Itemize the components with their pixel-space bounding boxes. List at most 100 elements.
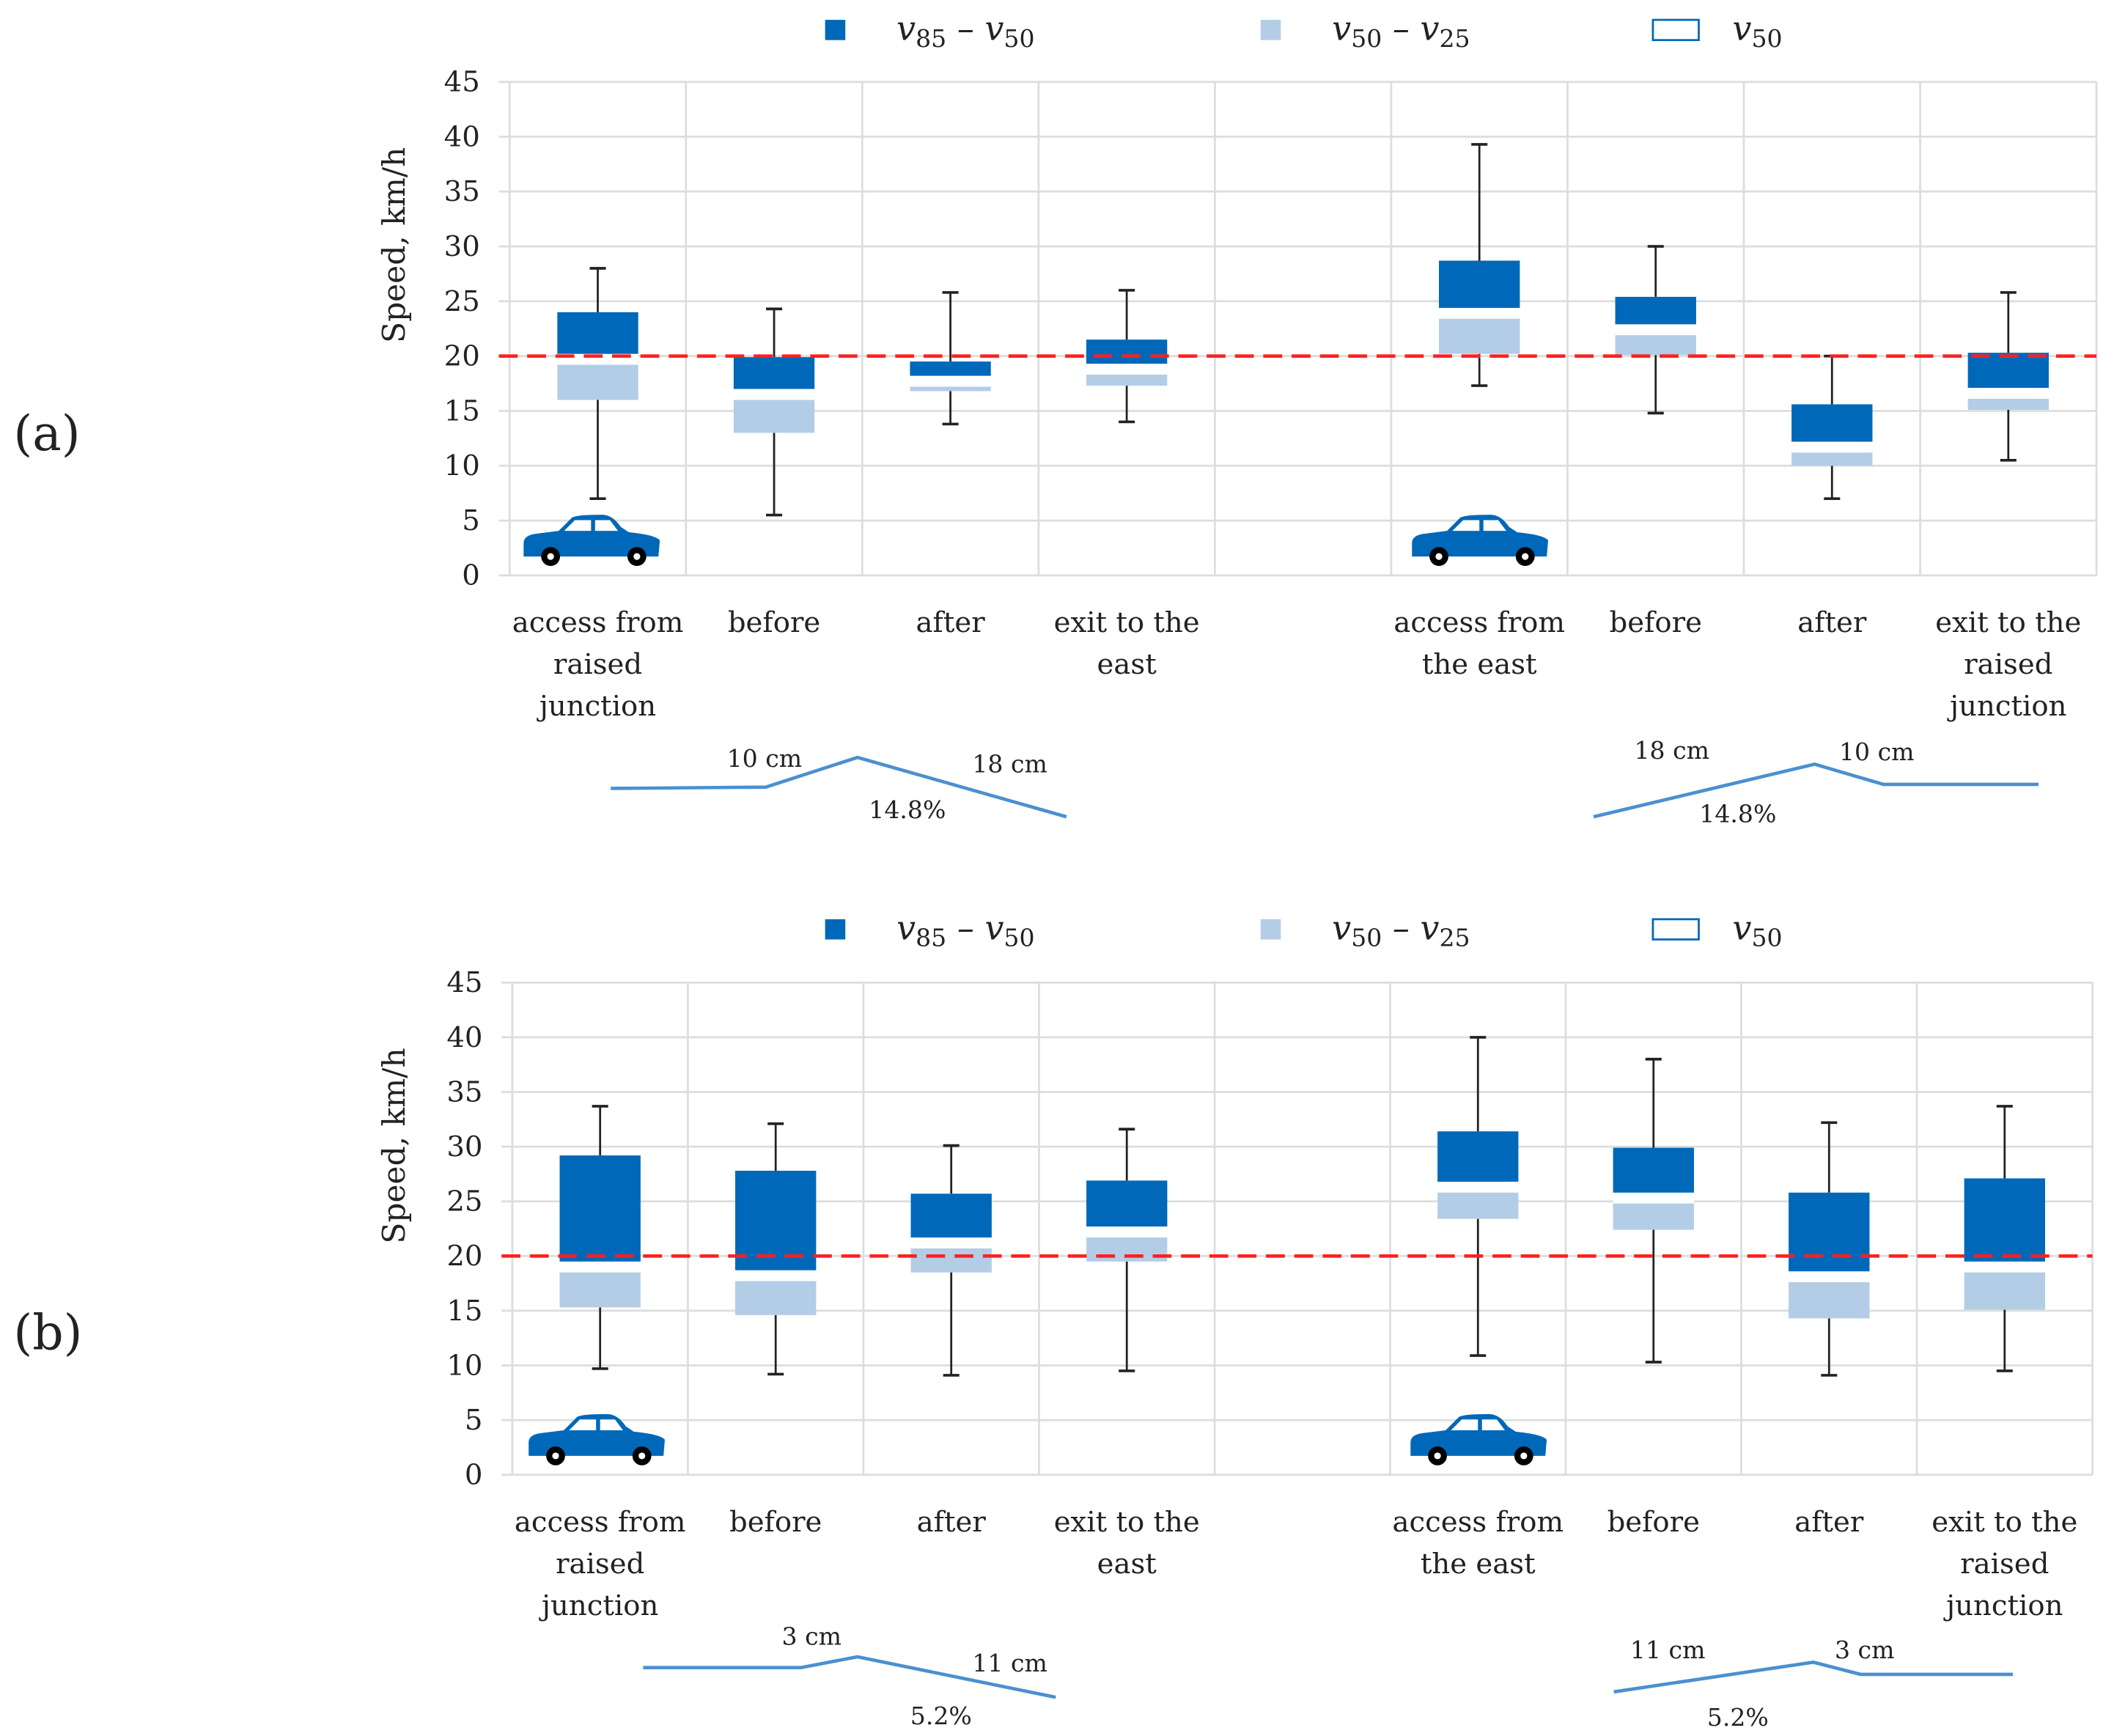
ramp-label: 10 cm (727, 744, 803, 773)
x-category-label: access from (1393, 606, 1565, 639)
legend-sub: 50 (1751, 24, 1782, 53)
box-6 (1615, 245, 1696, 415)
x-category-label: after (1797, 606, 1867, 639)
x-category-label: junction (1947, 690, 2066, 723)
y-tick-label: 35 (446, 1075, 482, 1108)
legend-swatch-v50-v25 (1260, 20, 1281, 40)
ramp-label: 3 cm (782, 1622, 842, 1650)
box-v50-median (1439, 307, 1520, 319)
box-5 (1437, 1036, 1519, 1357)
car-window (564, 520, 619, 532)
y-tick-label: 20 (446, 1240, 482, 1273)
ramp-label: 14.8% (1699, 799, 1776, 828)
car-icon (528, 1413, 665, 1465)
box-5 (1439, 143, 1520, 387)
box-v85-v50 (910, 361, 991, 376)
legend-var: v (1732, 908, 1751, 947)
legend-sub: 85 (916, 924, 946, 952)
ramp-label: 10 cm (1839, 738, 1915, 766)
box-3 (1086, 1128, 1168, 1372)
box-v85-v50 (1791, 404, 1873, 442)
y-tick-label: 5 (462, 504, 480, 537)
box-v50-median (1789, 1271, 1870, 1283)
box-v50-median (559, 1261, 641, 1273)
legend-var: – v (1382, 9, 1439, 48)
box-v50-v25 (557, 364, 638, 400)
ramp-label: 18 cm (1634, 736, 1709, 765)
ramp-label: 14.8% (869, 795, 946, 824)
y-tick-label: 20 (444, 340, 480, 373)
x-category-label: after (916, 606, 986, 639)
box-v50-median (733, 389, 815, 400)
box-v50-v25 (1791, 452, 1873, 466)
ramp-label: 18 cm (972, 749, 1047, 778)
panel-label: (b) (13, 1305, 82, 1361)
box-v50-median (1967, 388, 2049, 399)
legend-sub: 50 (1351, 24, 1382, 53)
x-category-label: raised (1964, 648, 2052, 681)
x-category-label: exit to the (1054, 606, 1200, 639)
box-v50-v25 (1789, 1282, 1870, 1319)
box-v50-v25 (910, 1248, 992, 1273)
box-v50-v25 (733, 400, 815, 433)
y-tick-label: 45 (444, 66, 480, 99)
legend-var: v (896, 9, 916, 48)
x-category-label: before (1607, 1506, 1700, 1539)
car-hub (1435, 553, 1443, 560)
car-hub (552, 1452, 559, 1460)
box-v85-v50 (1615, 296, 1696, 325)
x-category-label: the east (1422, 648, 1537, 681)
legend-sub: 50 (1003, 24, 1034, 53)
legend-swatch-v85-v50 (825, 919, 846, 940)
box-2 (910, 291, 991, 426)
ramp-label: 5.2% (1707, 1703, 1769, 1732)
x-category-label: exit to the (1931, 1506, 2077, 1539)
box-v50-median (1437, 1181, 1519, 1193)
car-icon (1412, 515, 1549, 566)
box-v50-median (1086, 1226, 1168, 1237)
box-0 (559, 1105, 641, 1370)
legend-label-v85-v50: v85 – v50 (896, 9, 1034, 53)
box-v50-v25 (1086, 1237, 1168, 1262)
box-v50-median (910, 375, 991, 387)
box-v50-v25 (1613, 1203, 1694, 1230)
legend-sub: 25 (1440, 924, 1470, 952)
car-body (528, 1413, 665, 1456)
legend-sub: 50 (1751, 924, 1782, 952)
legend-var: – v (1382, 908, 1439, 947)
x-category-label: raised (553, 648, 642, 681)
box-v85-v50 (1964, 1178, 2045, 1262)
box-v50-median (1615, 324, 1696, 336)
x-category-label: after (1794, 1506, 1864, 1539)
legend-var: v (1732, 9, 1751, 48)
x-category-label: before (729, 1506, 822, 1539)
box-v50-median (735, 1270, 817, 1281)
legend-label-v50-v25: v50 – v25 (1332, 908, 1470, 952)
ramp-profile (611, 755, 1067, 819)
legend-swatch-v50 (1651, 918, 1700, 941)
box-v85-v50 (1613, 1147, 1694, 1193)
x-category-label: east (1097, 648, 1157, 681)
x-category-label: access from (515, 1506, 686, 1539)
box-8 (1967, 291, 2049, 462)
box-v85-v50 (559, 1155, 641, 1262)
y-tick-label: 10 (444, 449, 480, 482)
box-v50-median (1086, 364, 1168, 375)
ramp-label: 3 cm (1835, 1636, 1895, 1664)
x-category-label: junction (537, 690, 656, 723)
legend-var: – v (946, 908, 1003, 947)
legend-var: – v (946, 9, 1003, 48)
box-v85-v50 (733, 357, 815, 389)
legend-var: v (1332, 9, 1351, 48)
car-body (1412, 515, 1549, 557)
y-tick-label: 40 (446, 1021, 482, 1054)
y-axis-label: Speed, km/h (376, 147, 412, 343)
x-category-label: before (1610, 606, 1702, 639)
x-category-label: access from (512, 606, 684, 639)
box-v85-v50 (910, 1194, 992, 1238)
ramp-profile (643, 1655, 1056, 1699)
box-v50-v25 (735, 1281, 817, 1315)
panel-label: (a) (13, 405, 80, 462)
ramp-profile (1613, 1660, 2014, 1694)
